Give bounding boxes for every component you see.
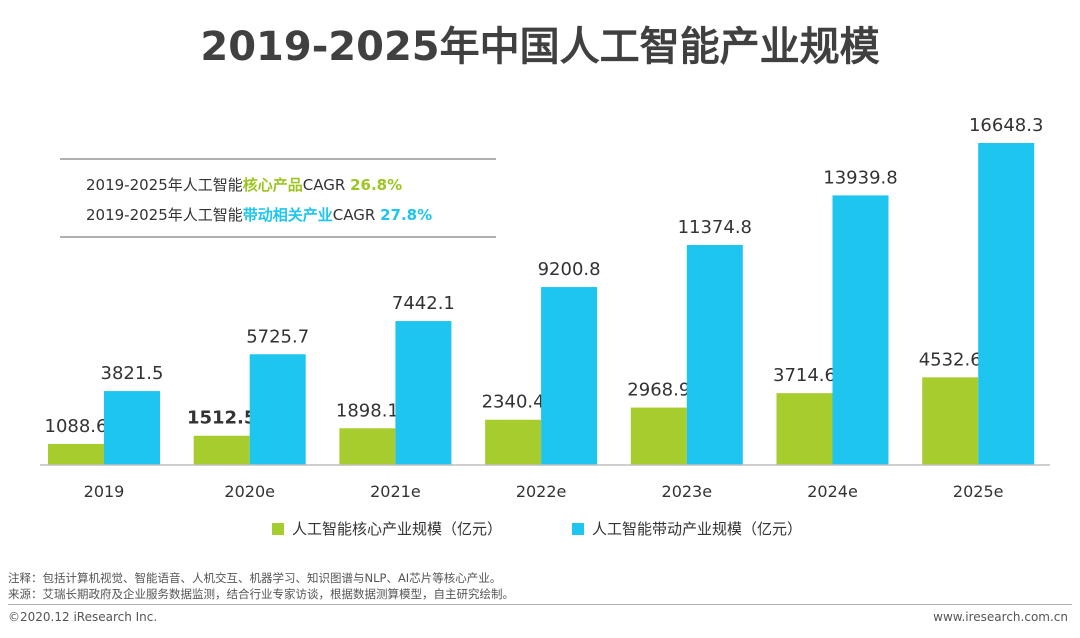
x-tick-2019: 2019 <box>84 482 125 501</box>
label-core-2022e: 2340.4 <box>482 392 545 413</box>
label-driven-2023e: 11374.8 <box>678 217 752 238</box>
label-driven-2025e: 16648.3 <box>969 115 1043 136</box>
site-url: www.iresearch.com.cn <box>933 610 1068 624</box>
bar-core-2023e <box>630 407 687 465</box>
bar-core-2024e <box>776 393 833 465</box>
chart-legend: 人工智能核心产业规模（亿元） 人工智能带动产业规模（亿元） <box>272 518 802 539</box>
legend-swatch-driven <box>572 522 585 535</box>
label-driven-2019: 3821.5 <box>101 363 164 384</box>
bar-core-2019 <box>48 443 104 465</box>
cagr-driven-value: 27.8% <box>380 206 433 224</box>
label-driven-2020e: 5725.7 <box>246 326 309 347</box>
x-tick-2021e: 2021e <box>370 482 421 501</box>
x-tick-2023e: 2023e <box>662 482 713 501</box>
bar-core-2020e <box>193 435 250 465</box>
cagr-driven-highlight: 带动相关产业 <box>242 206 333 224</box>
label-core-2021e: 1898.1 <box>336 400 399 421</box>
legend-label-core: 人工智能核心产业规模（亿元） <box>292 520 503 538</box>
bar-driven-2024e <box>832 195 889 465</box>
cagr-core-prefix: 2019-2025年人工智能 <box>86 176 243 194</box>
cagr-core-line: 2019-2025年人工智能核心产品CAGR 26.8% <box>86 174 402 195</box>
cagr-driven-line: 2019-2025年人工智能带动相关产业CAGR 27.8% <box>86 204 432 225</box>
bar-driven-2021e <box>395 321 452 465</box>
bar-driven-2023e <box>686 244 743 465</box>
label-driven-2024e: 13939.8 <box>823 167 897 188</box>
cagr-callout: 2019-2025年人工智能核心产品CAGR 26.8% 2019-2025年人… <box>60 158 496 238</box>
footnote-note: 注释：包括计算机视觉、智能语音、人机交互、机器学习、知识图谱与NLP、AI芯片等… <box>8 571 502 585</box>
copyright: ©2020.12 iResearch Inc. <box>8 610 158 624</box>
footnote-source: 来源：艾瑞长期政府及企业服务数据监测，结合行业专家访谈，根据数据测算模型，自主研… <box>8 587 514 601</box>
legend-item-driven: 人工智能带动产业规模（亿元） <box>572 518 802 539</box>
bar-driven-2019 <box>104 391 160 465</box>
label-core-2020e: 1512.5 <box>187 408 256 429</box>
label-core-2023e: 2968.9 <box>627 380 690 401</box>
cagr-driven-prefix: 2019-2025年人工智能 <box>86 206 243 224</box>
legend-item-core: 人工智能核心产业规模（亿元） <box>272 518 502 539</box>
bar-driven-2025e <box>978 143 1035 465</box>
x-tick-2020e: 2020e <box>224 482 275 501</box>
legend-swatch-core <box>272 522 284 535</box>
bar-core-2021e <box>339 428 396 465</box>
bar-driven-2022e <box>541 287 598 465</box>
bar-core-2022e <box>485 419 542 465</box>
label-driven-2022e: 9200.8 <box>538 259 601 280</box>
label-core-2025e: 4532.6 <box>919 349 982 370</box>
chart-title: 2019-2025年中国人工智能产业规模 <box>200 24 880 70</box>
label-driven-2021e: 7442.1 <box>392 293 455 314</box>
cagr-core-value: 26.8% <box>350 176 403 194</box>
footer-divider <box>8 604 1072 605</box>
label-core-2024e: 3714.6 <box>773 365 836 386</box>
x-tick-2025e: 2025e <box>953 482 1004 501</box>
x-tick-2022e: 2022e <box>516 482 567 501</box>
bar-core-2025e <box>922 377 979 465</box>
legend-label-driven: 人工智能带动产业规模（亿元） <box>592 520 803 538</box>
label-core-2019: 1088.6 <box>45 416 108 437</box>
cagr-core-label: CAGR <box>302 176 351 194</box>
cagr-driven-label: CAGR <box>332 206 381 224</box>
x-tick-2024e: 2024e <box>807 482 858 501</box>
cagr-core-highlight: 核心产品 <box>242 176 303 194</box>
bar-driven-2020e <box>249 354 306 465</box>
